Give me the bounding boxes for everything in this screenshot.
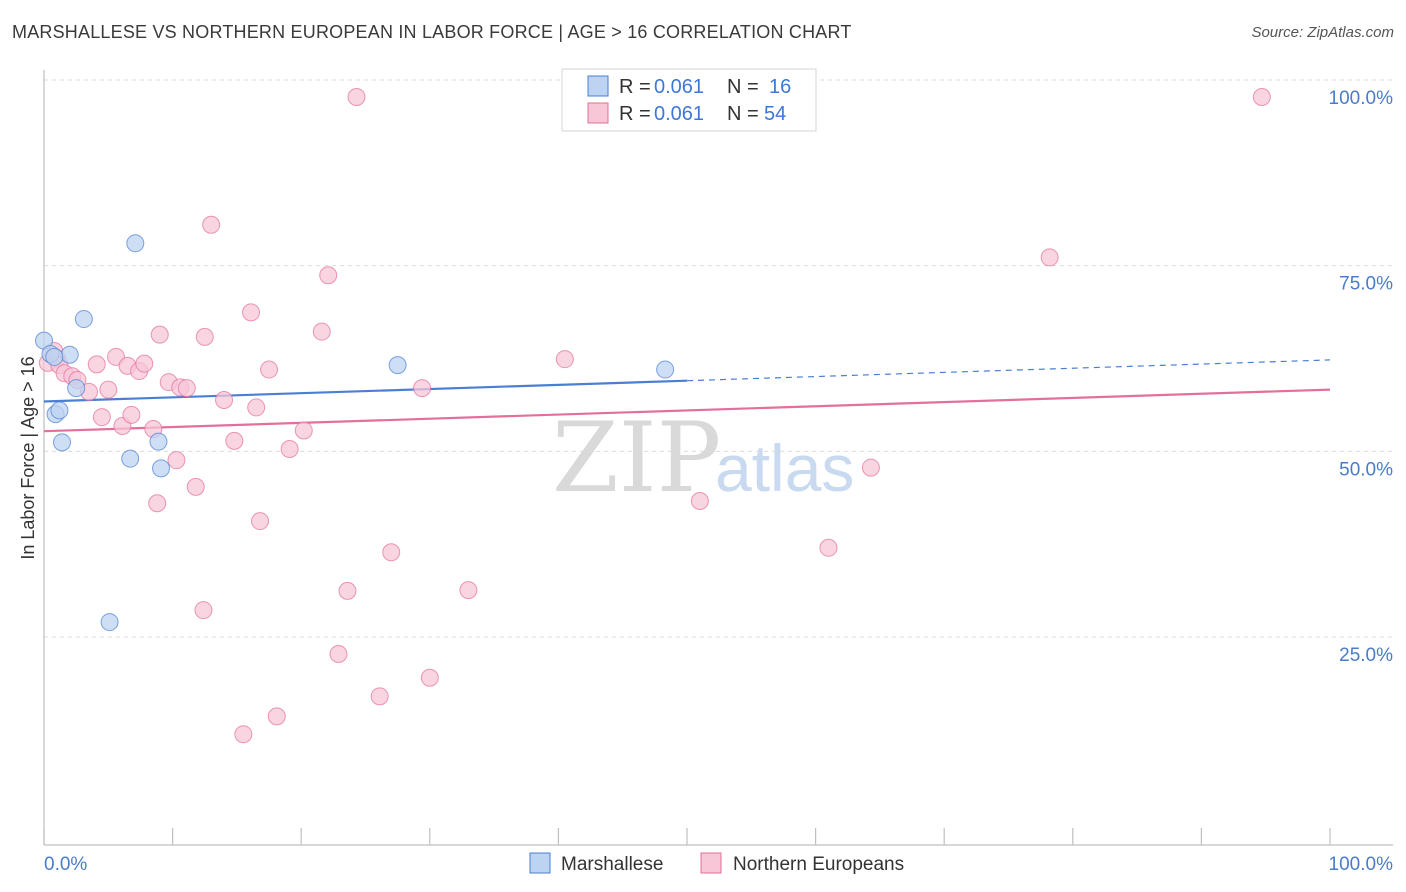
- point-northern-europeans-9: [92, 408, 111, 427]
- point-northern-europeans-26: [202, 215, 221, 234]
- point-northern-europeans-27: [194, 601, 213, 620]
- point-northern-europeans-49: [690, 492, 709, 511]
- point-marshallese-11: [152, 459, 171, 478]
- legend-r-value-1: 0.061: [654, 76, 704, 98]
- y-tick-label-50: 50.0%: [1339, 459, 1393, 480]
- bottom-legend-swatch-marshallese: [529, 852, 551, 874]
- axes: [43, 70, 1393, 846]
- point-northern-europeans-51: [861, 458, 880, 477]
- point-northern-europeans-28: [215, 391, 234, 410]
- trend-extension-0: [686, 359, 1331, 382]
- point-northern-europeans-14: [122, 405, 141, 424]
- point-northern-europeans-35: [267, 707, 286, 726]
- point-northern-europeans-37: [294, 421, 313, 440]
- x-ticks: [43, 828, 1331, 845]
- legend-n-label-1: N =: [727, 76, 759, 98]
- point-northern-europeans-30: [234, 725, 253, 744]
- point-marshallese-6: [67, 379, 86, 398]
- legend-r-label-2: R =: [619, 103, 651, 125]
- legend-swatch-northern-europeans: [587, 102, 609, 124]
- point-marshallese-10: [149, 432, 168, 451]
- point-northern-europeans-21: [167, 451, 186, 470]
- point-marshallese-4: [53, 433, 72, 452]
- point-northern-europeans-10: [99, 380, 118, 399]
- series-legend: Marshallese Northern Europeans: [529, 852, 904, 875]
- point-northern-europeans-53: [1252, 88, 1271, 106]
- x-tick-label-max: 100.0%: [1329, 854, 1394, 875]
- point-northern-europeans-41: [338, 581, 357, 600]
- point-northern-europeans-16: [135, 354, 154, 373]
- point-northern-europeans-45: [413, 379, 432, 398]
- bottom-legend-swatch-northern-europeans: [700, 852, 722, 874]
- point-northern-europeans-38: [312, 322, 331, 341]
- point-marshallese-14: [100, 613, 119, 632]
- point-northern-europeans-50: [819, 538, 838, 557]
- point-marshallese-13: [656, 360, 675, 379]
- x-tick-label-min: 0.0%: [44, 854, 87, 875]
- point-marshallese-5: [60, 345, 79, 364]
- point-northern-europeans-52: [1040, 248, 1059, 267]
- bottom-legend-northern-europeans: Northern Europeans: [733, 854, 904, 875]
- point-northern-europeans-19: [150, 325, 169, 344]
- point-northern-europeans-25: [195, 327, 214, 346]
- point-northern-europeans-46: [420, 668, 439, 687]
- point-northern-europeans-24: [186, 477, 205, 496]
- point-northern-europeans-34: [260, 360, 279, 379]
- y-tick-label-25: 25.0%: [1339, 645, 1393, 666]
- point-northern-europeans-31: [242, 303, 261, 322]
- legend-n-label-2: N =: [727, 103, 759, 125]
- point-northern-europeans-42: [347, 88, 366, 106]
- stats-legend: R = 0.061 N = 16 R = 0.061 N = 54: [561, 68, 817, 132]
- legend-n-value-2: 54: [764, 103, 786, 125]
- y-axis-label: In Labor Force | Age > 16: [18, 356, 38, 559]
- point-northern-europeans-23: [177, 379, 196, 398]
- point-northern-europeans-33: [251, 512, 270, 531]
- point-northern-europeans-47: [459, 581, 478, 600]
- trend-lines: [43, 359, 1331, 433]
- point-northern-europeans-39: [319, 266, 338, 285]
- point-marshallese-7: [74, 310, 93, 329]
- point-northern-europeans-8: [87, 355, 106, 374]
- legend-n-value-1: 16: [769, 76, 791, 98]
- gridlines: [44, 79, 1393, 638]
- chart-title: MARSHALLESE VS NORTHERN EUROPEAN IN LABO…: [12, 22, 852, 42]
- trend-line-1: [43, 388, 1331, 433]
- point-northern-europeans-18: [148, 494, 167, 513]
- y-tick-label-100: 100.0%: [1329, 88, 1394, 109]
- bottom-legend-marshallese: Marshallese: [561, 854, 663, 875]
- point-northern-europeans-36: [280, 440, 299, 459]
- source-credit: Source: ZipAtlas.com: [1251, 24, 1394, 41]
- point-marshallese-12: [388, 356, 407, 375]
- legend-r-value-2: 0.061: [654, 103, 704, 125]
- point-northern-europeans-32: [247, 398, 266, 417]
- point-northern-europeans-44: [382, 543, 401, 562]
- y-tick-label-75: 75.0%: [1339, 274, 1393, 295]
- point-marshallese-15: [45, 347, 64, 366]
- point-northern-europeans-29: [225, 431, 244, 450]
- legend-swatch-marshallese: [587, 75, 609, 97]
- point-northern-europeans-40: [329, 645, 348, 663]
- point-marshallese-8: [121, 449, 140, 468]
- trend-line-0: [43, 379, 688, 403]
- point-northern-europeans-48: [555, 350, 574, 369]
- legend-r-label-1: R =: [619, 76, 651, 98]
- data-points: [35, 88, 1271, 744]
- watermark-atlas: atlas: [715, 431, 854, 505]
- point-marshallese-3: [50, 401, 69, 420]
- point-northern-europeans-43: [370, 687, 389, 706]
- y-tick-labels: 100.0% 75.0% 50.0% 25.0%: [1329, 88, 1394, 666]
- point-marshallese-9: [126, 234, 145, 253]
